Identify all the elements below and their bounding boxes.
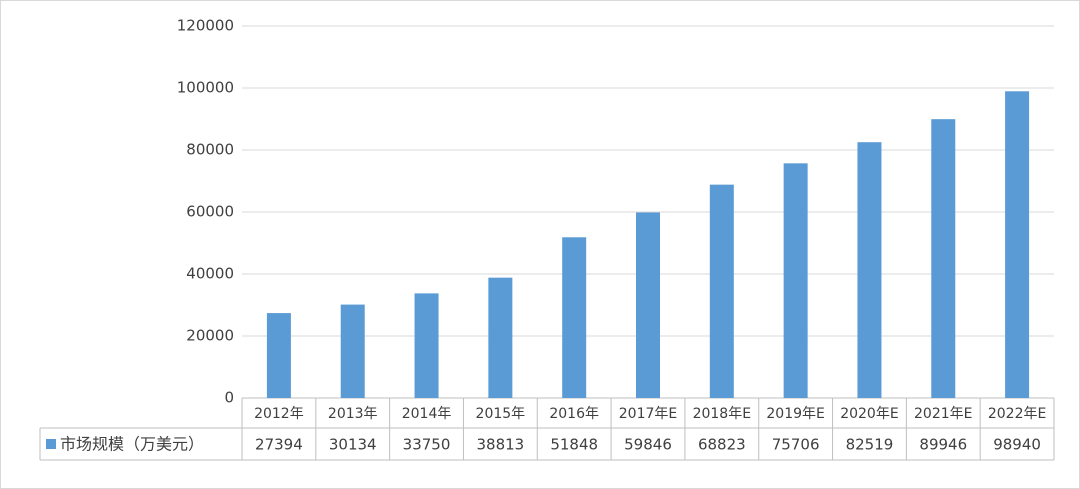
y-tick-label: 0	[224, 389, 234, 407]
x-tick-label: 2019年E	[766, 406, 824, 422]
x-tick-label: 2015年	[476, 406, 526, 422]
table-value: 89946	[919, 436, 967, 454]
x-tick-label: 2021年E	[914, 406, 972, 422]
bar	[488, 277, 513, 398]
x-tick-label: 2014年	[402, 406, 452, 422]
bar	[414, 293, 439, 398]
table-value: 82519	[846, 436, 894, 454]
y-tick-label: 100000	[177, 79, 234, 97]
legend-label: 市场规模（万美元）	[60, 435, 204, 454]
table-value: 33750	[403, 436, 451, 454]
table-value: 98940	[993, 436, 1041, 454]
x-tick-label: 2018年E	[693, 406, 751, 422]
x-tick-label: 2017年E	[619, 406, 677, 422]
bar	[636, 212, 660, 398]
bar	[562, 237, 587, 398]
bar	[709, 184, 734, 398]
y-tick-label: 120000	[177, 17, 234, 35]
y-tick-label: 20000	[186, 327, 234, 345]
table-value: 59846	[624, 436, 672, 454]
x-tick-label: 2013年	[328, 406, 378, 422]
x-tick-label: 2012年	[254, 406, 304, 422]
bar	[266, 313, 291, 398]
y-tick-label: 80000	[186, 141, 234, 159]
table-value: 27394	[255, 436, 303, 454]
y-tick-label: 60000	[186, 203, 234, 221]
table-value: 30134	[329, 436, 377, 454]
bar	[1005, 91, 1030, 398]
bar	[857, 142, 882, 398]
bar	[340, 304, 365, 398]
table-value: 51848	[550, 436, 598, 454]
bar	[783, 163, 808, 398]
bar	[931, 119, 956, 399]
x-tick-label: 2020年E	[840, 406, 898, 422]
x-tick-label: 2022年E	[988, 406, 1046, 422]
legend-swatch	[46, 439, 56, 449]
table-value: 38813	[477, 436, 525, 454]
table-value: 68823	[698, 436, 746, 454]
table-value: 75706	[772, 436, 820, 454]
x-tick-label: 2016年	[549, 406, 599, 422]
y-tick-label: 40000	[186, 265, 234, 283]
